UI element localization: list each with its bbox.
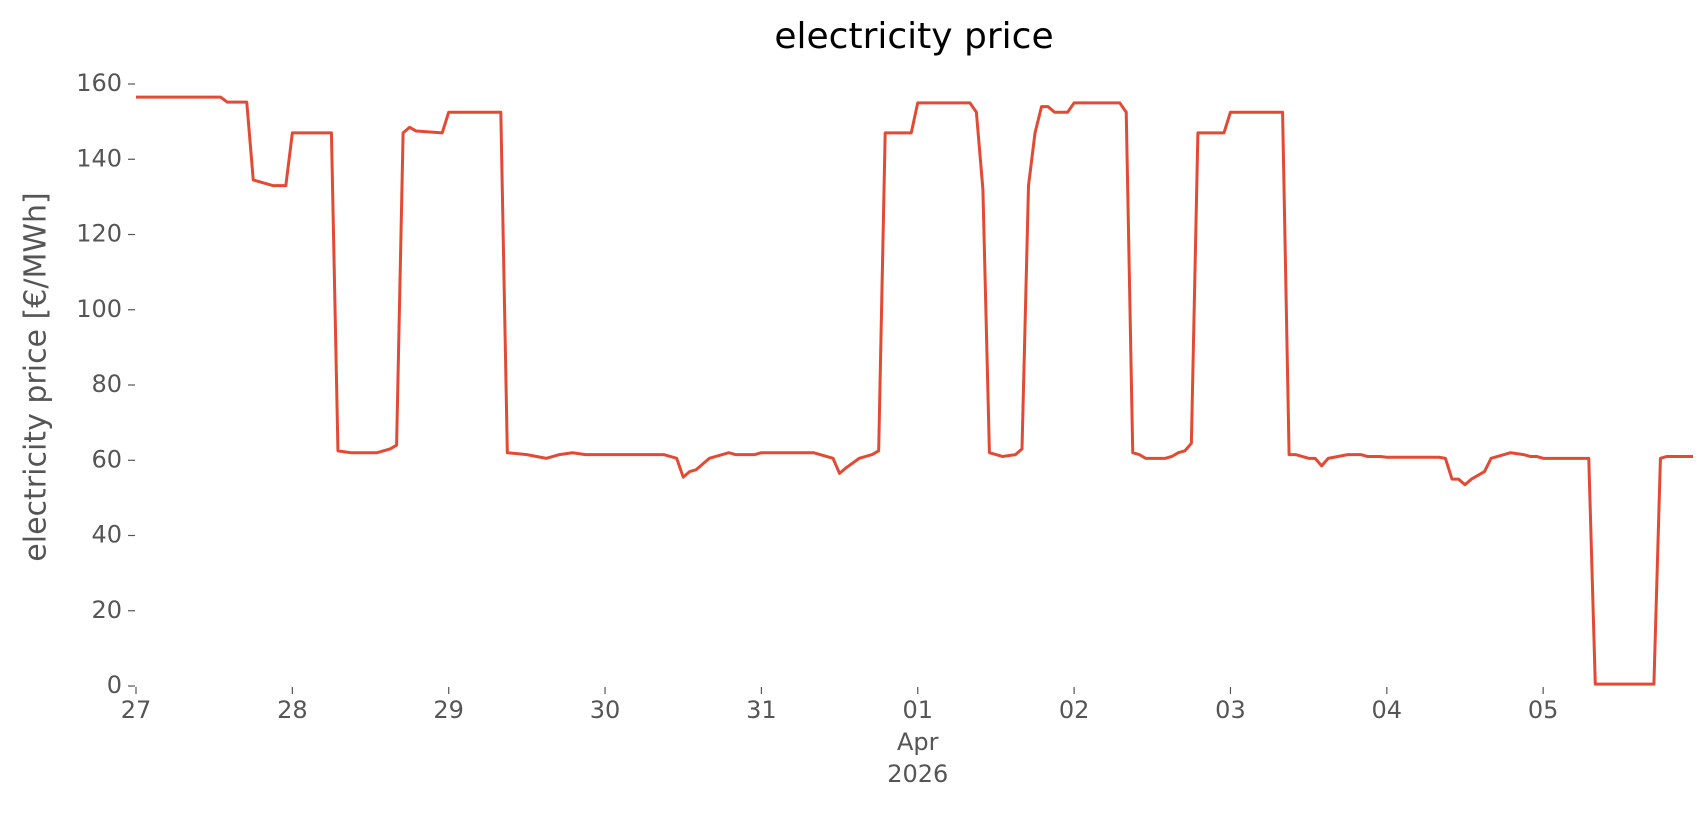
x-tick-label: 03: [1215, 696, 1246, 724]
y-tick-label: 60: [91, 445, 122, 473]
y-tick-label: 40: [91, 521, 122, 549]
y-tick-label: 140: [76, 144, 122, 172]
x-tick-label: 29: [433, 696, 464, 724]
x-tick-label: 04: [1371, 696, 1403, 724]
y-tick-label: 120: [76, 220, 122, 248]
chart-title: electricity price: [774, 16, 1053, 57]
y-tick-label: 100: [76, 295, 122, 323]
x-tick-label: 31: [746, 696, 777, 724]
x-tick-label: 30: [589, 696, 621, 724]
x-tick-label: 01 Apr 2026: [887, 696, 949, 788]
x-tick-label: 28: [277, 696, 308, 724]
x-tick-label: 05: [1527, 696, 1559, 724]
price-line: [136, 95, 1693, 686]
y-tick-label: 0: [107, 671, 122, 699]
x-tick-label: 27: [120, 696, 152, 724]
y-tick-label: 160: [76, 69, 122, 97]
y-tick-label: 20: [91, 596, 122, 624]
y-tick-label: 80: [91, 370, 122, 398]
x-tick-label: 02: [1058, 696, 1090, 724]
y-axis-label: electricity price [€/MWh]: [19, 192, 54, 561]
